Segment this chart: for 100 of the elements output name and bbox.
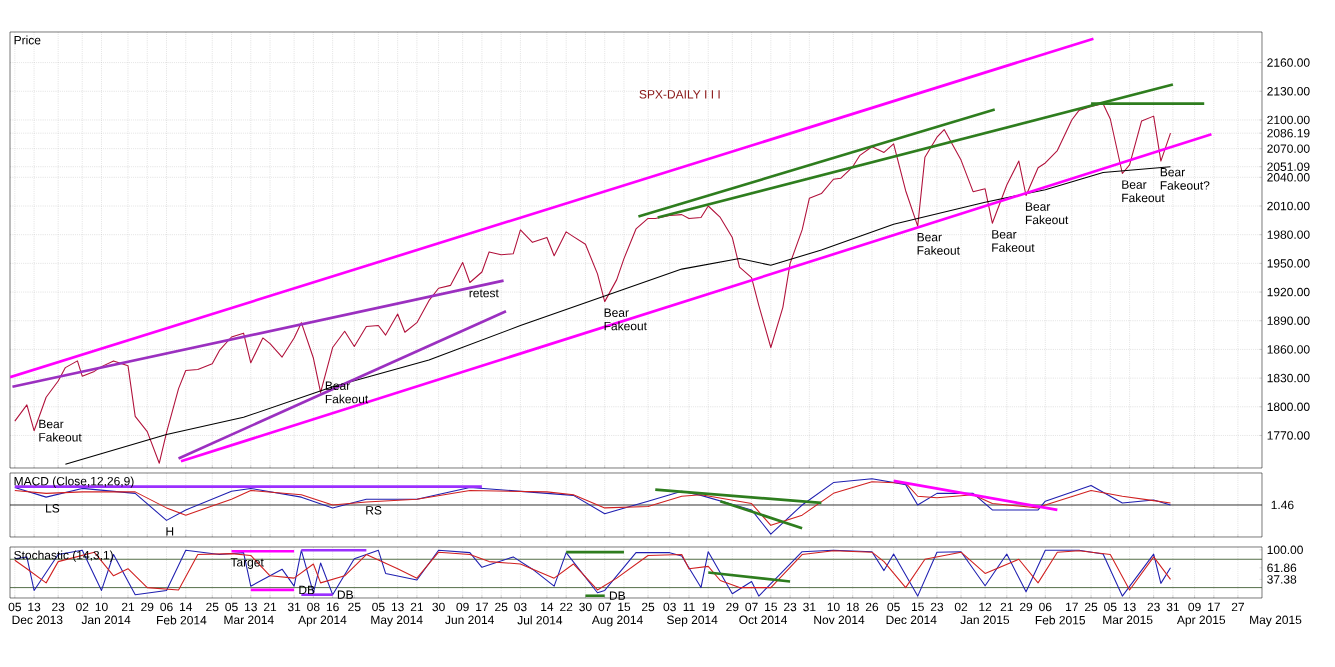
- x-tick-label: 21: [1000, 602, 1013, 612]
- text: Jan 2015: [960, 615, 1010, 625]
- text: Nov 2014: [814, 615, 865, 625]
- text: Mar 2014: [224, 615, 274, 625]
- x-tick-label: 30: [432, 602, 445, 612]
- x-tick-label: 23: [1147, 602, 1160, 612]
- x-tick-label: 06: [1039, 602, 1052, 612]
- y-tick-label: 2100.00: [1267, 115, 1310, 125]
- x-tick-label: 29: [1019, 602, 1033, 612]
- x-tick-label: 25: [1084, 602, 1098, 612]
- x-tick-label: 03: [514, 602, 527, 612]
- text: Mar 2015: [1103, 615, 1153, 625]
- x-tick-label: 05: [1104, 602, 1117, 612]
- annotation: Bear Fakeout: [917, 233, 960, 255]
- x-tick-label: 15: [618, 602, 631, 612]
- x-tick-label: 26: [865, 602, 879, 612]
- x-tick-label: 02: [954, 602, 968, 612]
- x-tick-label: 19: [702, 602, 715, 612]
- x-tick-label: 31: [803, 602, 816, 612]
- y-tick-label: 2130.00: [1267, 87, 1310, 96]
- x-tick-label: 05: [225, 602, 238, 612]
- x-tick-label: 25: [206, 602, 219, 612]
- x-tick-label: 17: [1208, 602, 1220, 611]
- y-tick-label: 61.86: [1267, 563, 1297, 573]
- x-tick-label: 05: [887, 602, 900, 612]
- x-tick-label: 13: [28, 602, 41, 612]
- x-tick-label: 23: [52, 602, 65, 612]
- x-tick-label: 15: [911, 602, 924, 612]
- x-tick-label: 13: [1123, 602, 1136, 612]
- x-tick-label: 11: [683, 602, 695, 611]
- x-tick-label: 29: [726, 602, 739, 612]
- annotation: LS: [46, 504, 60, 513]
- y-tick-label: 2160.00: [1267, 58, 1310, 67]
- y-tick-label: 1770.00: [1267, 431, 1310, 440]
- y-tick-label: 100.00: [1267, 545, 1303, 555]
- y-tick-label: 2040.00: [1267, 173, 1310, 182]
- x-tick-label: 25: [495, 602, 508, 612]
- x-tick-label: 15: [765, 602, 777, 612]
- x-tick-label: 21: [263, 602, 277, 612]
- annotation: DB: [609, 591, 626, 600]
- y-tick-label: 1890.00: [1267, 316, 1310, 325]
- y-tick-label: 2086.19: [1267, 128, 1310, 138]
- x-tick-label: 21: [410, 602, 423, 612]
- x-tick-label: 06: [160, 602, 173, 612]
- text: May 2015: [1250, 615, 1302, 627]
- text: Sep 2014: [667, 615, 718, 627]
- x-tick-label: 08: [307, 602, 320, 612]
- x-tick-label: 31: [1166, 602, 1179, 612]
- x-tick-label: 03: [663, 602, 676, 612]
- y-tick-label: 1980.00: [1267, 230, 1310, 239]
- y-tick-label: 1920.00: [1267, 287, 1310, 297]
- x-tick-label: 17: [1066, 602, 1078, 611]
- x-tick-label: 12: [979, 602, 992, 612]
- x-tick-label: 13: [245, 602, 257, 612]
- x-tick-label: 29: [141, 602, 154, 612]
- x-tick-label: 18: [846, 602, 859, 612]
- y-tick-label: 2070.00: [1267, 144, 1310, 153]
- x-tick-label: 22: [560, 602, 573, 612]
- y-tick-label: 2051.09: [1267, 162, 1310, 171]
- x-tick-label: 10: [95, 602, 108, 612]
- x-tick-label: 23: [930, 602, 944, 612]
- y-tick-label: 1830.00: [1267, 373, 1310, 383]
- x-tick-label: 05: [8, 602, 21, 612]
- x-tick-label: 23: [784, 602, 797, 612]
- text: Feb 2015: [1035, 615, 1086, 625]
- text: Jun 2014: [445, 615, 494, 625]
- x-tick-label: 10: [827, 602, 840, 612]
- y-tick-label: 2010.00: [1267, 201, 1310, 211]
- y-tick-label: 1950.00: [1267, 259, 1310, 268]
- x-tick-label: 30: [579, 602, 592, 612]
- x-tick-label: 09: [1188, 602, 1201, 612]
- x-tick-label: 17: [476, 602, 488, 611]
- x-tick-label: 05: [372, 602, 385, 612]
- annotation: Bear Fakeout: [39, 419, 82, 442]
- y-tick-label: 1800.00: [1267, 402, 1310, 412]
- x-tick-label: 07: [598, 602, 611, 612]
- annotation: DB: [337, 590, 353, 599]
- text: Oct 2014: [739, 615, 788, 625]
- text: Apr 2014: [298, 615, 347, 627]
- x-tick-label: 31: [287, 602, 301, 612]
- text: Dec 2013: [12, 615, 63, 625]
- text: Feb 2014: [157, 615, 207, 625]
- annotation: RS: [366, 506, 382, 515]
- annotation: Bear Fakeout?: [1160, 168, 1210, 190]
- text: May 2014: [371, 615, 423, 627]
- x-tick-label: 27: [1231, 602, 1244, 612]
- text: Aug 2014: [591, 615, 643, 627]
- annotation: Bear Fakeout: [1025, 202, 1069, 225]
- x-tick-label: 16: [326, 602, 339, 612]
- x-tick-label: 07: [745, 602, 758, 612]
- x-tick-label: 25: [348, 602, 361, 612]
- text: Jan 2014: [81, 615, 131, 625]
- x-tick-label: 02: [76, 602, 89, 612]
- x-tick-label: 25: [641, 602, 655, 612]
- x-tick-label: 13: [391, 602, 404, 612]
- annotation: Bear Fakeout: [992, 230, 1035, 252]
- x-tick-label: 14: [180, 602, 193, 611]
- text: Dec 2014: [886, 615, 937, 625]
- annotation: retest: [469, 289, 499, 298]
- y-tick-label: 37.38: [1267, 575, 1297, 584]
